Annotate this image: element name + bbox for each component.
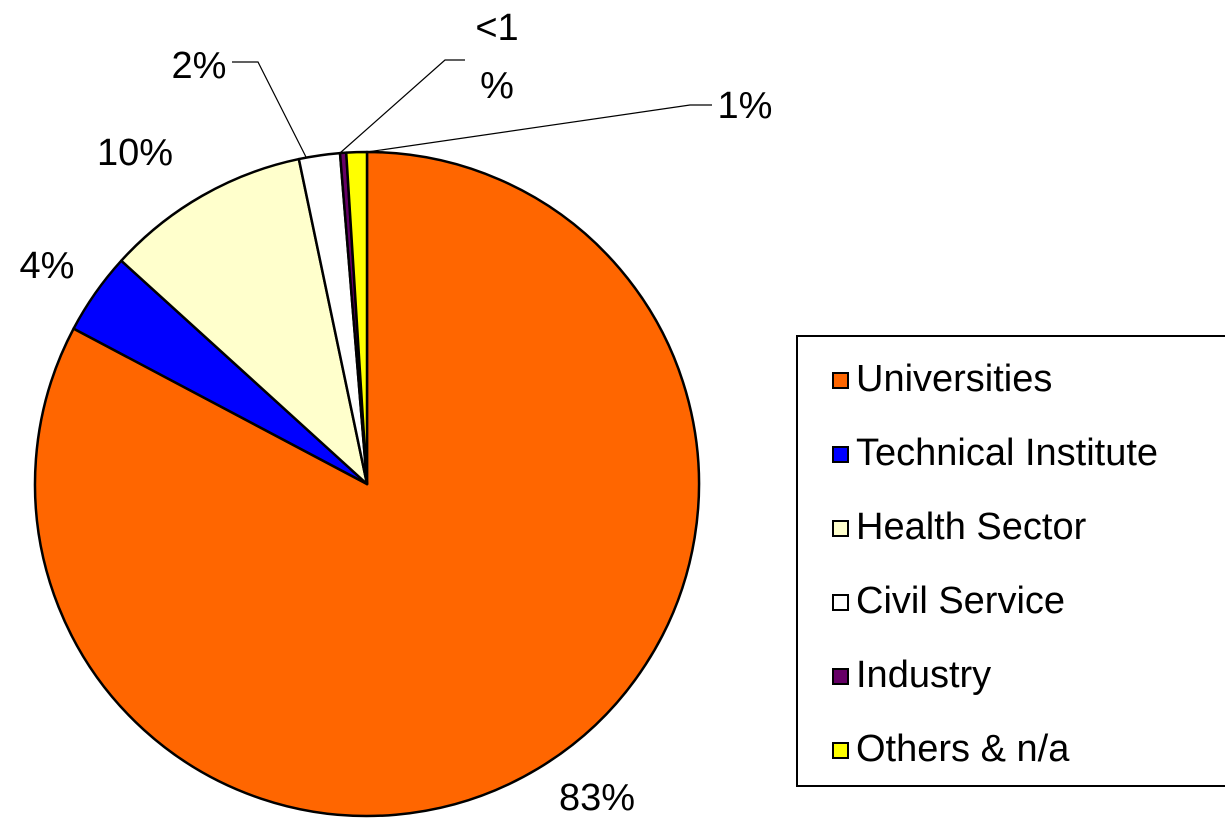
legend-swatch — [832, 520, 849, 537]
legend-label: Industry — [856, 654, 991, 696]
data-label: 1% — [718, 85, 773, 127]
legend-swatch — [832, 372, 849, 389]
legend-box — [796, 335, 1225, 787]
legend-swatch — [832, 668, 849, 685]
legend-swatch — [832, 742, 849, 759]
legend-label: Technical Institute — [856, 432, 1158, 474]
pie-slice — [344, 150, 369, 486]
legend-swatch — [832, 446, 849, 463]
legend-label: Civil Service — [856, 580, 1065, 622]
leader-line — [232, 61, 307, 158]
data-label: 4% — [20, 245, 75, 287]
pie-slice — [120, 157, 369, 486]
leader-line — [366, 104, 712, 153]
legend-label: Universities — [856, 358, 1052, 400]
legend-label: Health Sector — [856, 506, 1087, 548]
data-label: 2% — [172, 45, 227, 87]
leader-line — [339, 59, 465, 154]
data-label: 83% — [559, 777, 635, 819]
data-label: 10% — [97, 132, 173, 174]
legend-label: Others & n/a — [856, 728, 1070, 770]
data-label: <1% — [475, 7, 518, 107]
legend-swatch — [832, 594, 849, 611]
